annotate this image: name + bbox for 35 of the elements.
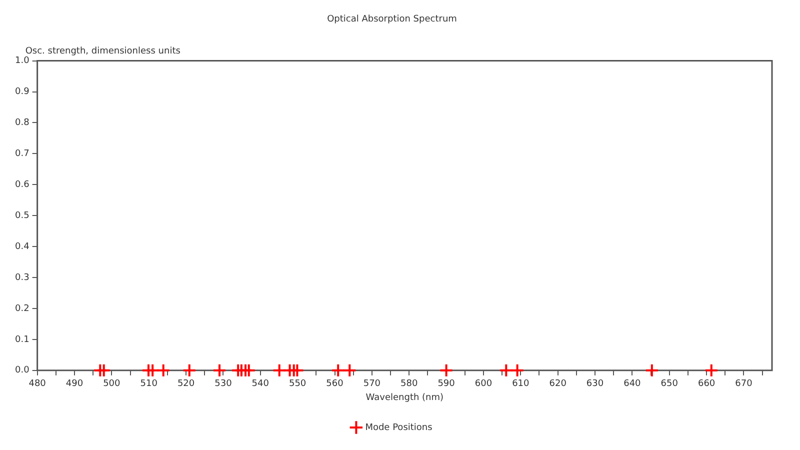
x-tick-label: 500	[103, 379, 121, 390]
y-tick-label: 0.7	[14, 149, 30, 160]
x-tick-label: 490	[66, 379, 84, 390]
x-tick-label: 580	[400, 379, 418, 390]
x-tick-label: 660	[698, 379, 716, 390]
y-axis-title: Osc. strength, dimensionless units	[25, 46, 181, 57]
x-tick-label: 590	[438, 379, 456, 390]
x-tick-label: 670	[735, 379, 753, 390]
y-tick-label: 0.5	[14, 210, 30, 221]
x-tick-label: 600	[474, 379, 492, 390]
x-tick-label: 650	[660, 379, 678, 390]
x-tick-label: 570	[363, 379, 381, 390]
y-tick-label: 0.9	[14, 87, 30, 98]
y-tick-label: 1.0	[14, 56, 30, 66]
x-axis-title: Wavelength (nm)	[366, 392, 444, 403]
y-tick-label: 0.2	[14, 304, 30, 314]
x-tick-label: 640	[624, 379, 642, 390]
x-tick-label: 520	[177, 379, 195, 390]
y-tick-label: 0.4	[14, 242, 30, 252]
y-tick-label: 0.6	[14, 180, 30, 190]
x-tick-label: 540	[252, 379, 270, 390]
y-tick-label: 0.1	[14, 334, 30, 345]
x-tick-label: 480	[28, 379, 46, 390]
x-tick-label: 560	[326, 379, 344, 390]
x-tick-label: 530	[214, 379, 232, 390]
x-tick-label: 510	[140, 379, 158, 390]
chart-title: Optical Absorption Spectrum	[327, 14, 457, 25]
x-tick-label: 550	[288, 379, 306, 390]
x-tick-label: 620	[549, 379, 567, 390]
legend-label: Mode Positions	[365, 422, 433, 433]
y-tick-label: 0.8	[14, 118, 30, 128]
y-tick-label: 0.0	[14, 366, 30, 376]
x-tick-label: 630	[586, 379, 604, 390]
y-tick-label: 0.3	[14, 272, 30, 283]
x-tick-label: 610	[512, 379, 530, 390]
